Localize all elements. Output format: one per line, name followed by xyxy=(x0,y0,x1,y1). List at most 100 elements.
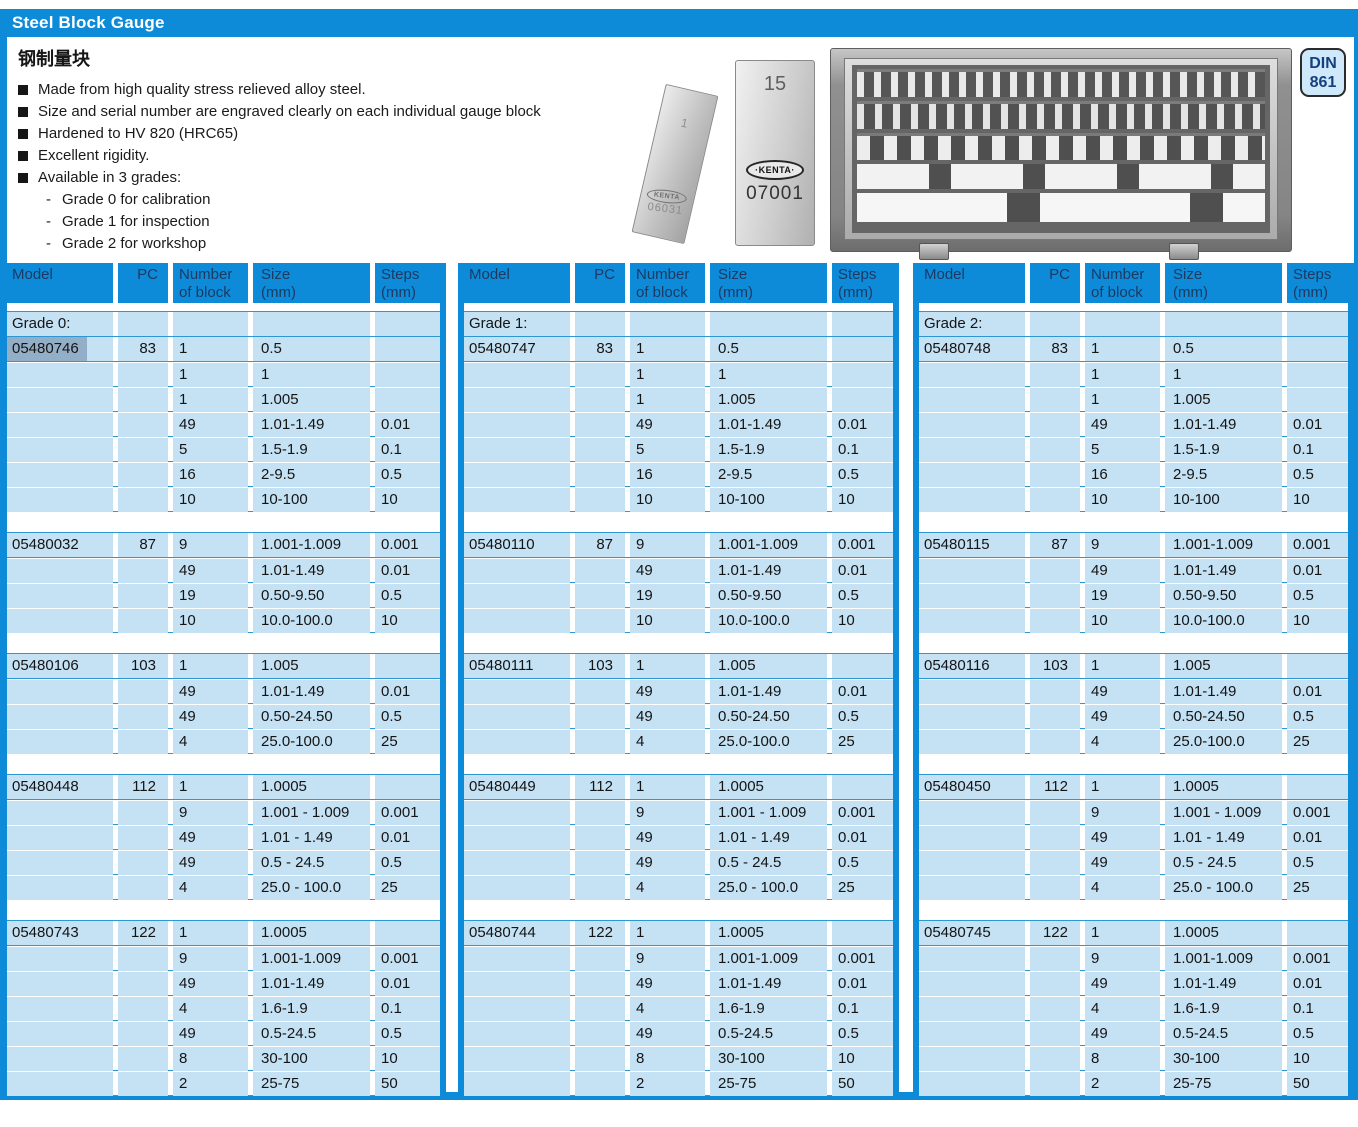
feature-text: Made from high quality stress relieved a… xyxy=(38,81,366,98)
page-content: 钢制量块 Made from high quality stress relie… xyxy=(0,37,1358,1100)
steps-cell: 0.5 xyxy=(832,705,893,729)
case-frame xyxy=(844,58,1278,240)
selected-model[interactable]: 05480746 xyxy=(7,337,87,361)
steps-cell: 0.5 xyxy=(375,851,440,875)
steps-cell xyxy=(1287,337,1348,361)
table-header-row: Model PC Number of block Size (mm) Steps (m… xyxy=(919,263,1348,303)
table-row: 49 1.01 - 1.49 0.01 xyxy=(464,824,893,850)
size-cell: 1.01-1.49 xyxy=(1165,680,1282,704)
number-of-block-cell: 8 xyxy=(630,1047,705,1071)
table-row: 05480110 87 9 1.001-1.009 0.001 xyxy=(464,533,893,557)
model-cell: 05480450 xyxy=(919,775,1025,799)
pc-cell xyxy=(575,1022,625,1046)
model-cell xyxy=(919,680,1025,704)
size-cell: 0.50-24.50 xyxy=(710,705,827,729)
pc-cell xyxy=(1030,826,1080,850)
pc-cell: 122 xyxy=(118,921,168,945)
steps-cell: 25 xyxy=(832,876,893,900)
din-badge-line2: 861 xyxy=(1309,74,1337,91)
steps-cell xyxy=(375,363,440,387)
size-cell: 1.5-1.9 xyxy=(710,438,827,462)
number-of-block-cell: 9 xyxy=(1085,801,1160,825)
table-row: 16 2-9.5 0.5 xyxy=(464,461,893,487)
pc-cell xyxy=(575,363,625,387)
size-cell: 1 xyxy=(1165,363,1282,387)
size-cell: 1.6-1.9 xyxy=(710,997,827,1021)
steps-cell: 0.5 xyxy=(1287,851,1348,875)
model-cell xyxy=(464,559,570,583)
pc-cell xyxy=(575,609,625,633)
table-row: 49 0.5 - 24.5 0.5 xyxy=(464,849,893,875)
pc-cell xyxy=(1030,851,1080,875)
size-cell: 1.01-1.49 xyxy=(1165,559,1282,583)
steps-cell: 0.001 xyxy=(832,801,893,825)
number-of-block-cell: 4 xyxy=(1085,730,1160,754)
table-row: 9 1.001 - 1.009 0.001 xyxy=(919,799,1348,825)
model-group: 05480743 122 1 1.0005 9 1.001-1.009 0.001 49 1.0… xyxy=(7,920,440,1096)
pc-cell: 122 xyxy=(1030,921,1080,945)
number-of-block-cell: 4 xyxy=(173,876,248,900)
size-cell: 1.01-1.49 xyxy=(1165,413,1282,437)
size-cell: 1.005 xyxy=(710,388,827,412)
model-cell xyxy=(919,876,1025,900)
steps-cell xyxy=(375,654,440,678)
number-of-block-cell: 1 xyxy=(1085,388,1160,412)
size-cell: 25.0 - 100.0 xyxy=(1165,876,1282,900)
steps-cell xyxy=(832,775,893,799)
pc-cell: 112 xyxy=(1030,775,1080,799)
pc-cell xyxy=(1030,876,1080,900)
case-bed xyxy=(852,65,1270,233)
grade-2-table-body: 05480748 83 1 0.5 1 1 1 1.005 49 1.01-1.49 0.01 5 1.… xyxy=(919,336,1348,1096)
pc-cell xyxy=(1030,1022,1080,1046)
feature-text: Hardened to HV 820 (HRC65) xyxy=(38,125,239,142)
size-cell: 1 xyxy=(710,363,827,387)
gauge-block-large-image: 15 ·KENTA· 07001 xyxy=(735,60,815,246)
model-cell xyxy=(464,972,570,996)
table-row: 49 1.01 - 1.49 0.01 xyxy=(7,824,440,850)
model-group: 05480116 103 1 1.005 49 1.01-1.49 0.01 49 0.50-2… xyxy=(919,653,1348,754)
steps-cell: 0.01 xyxy=(832,413,893,437)
size-cell: 1.001-1.009 xyxy=(1165,947,1282,971)
model-cell: 05480110 xyxy=(464,533,570,557)
grade-label: Grade 2: xyxy=(919,312,1025,336)
model-cell xyxy=(7,438,113,462)
model-cell xyxy=(7,1022,113,1046)
model-cell xyxy=(464,363,570,387)
number-of-block-cell: 8 xyxy=(173,1047,248,1071)
size-cell: 1.0005 xyxy=(1165,921,1282,945)
model-cell xyxy=(919,947,1025,971)
number-of-block-cell: 1 xyxy=(1085,654,1160,678)
table-row: 10 10.0-100.0 10 xyxy=(919,607,1348,633)
number-of-block-cell: 1 xyxy=(630,775,705,799)
table-row: 05480748 83 1 0.5 xyxy=(919,337,1348,361)
pc-cell xyxy=(575,801,625,825)
size-cell: 1.01-1.49 xyxy=(253,559,370,583)
steps-cell: 0.01 xyxy=(1287,680,1348,704)
steps-cell xyxy=(832,363,893,387)
size-cell: 1.001 - 1.009 xyxy=(253,801,370,825)
model-cell xyxy=(464,1047,570,1071)
size-cell: 1.5-1.9 xyxy=(253,438,370,462)
size-cell: 0.5-24.5 xyxy=(253,1022,370,1046)
number-of-block-cell: 9 xyxy=(173,533,248,557)
table-row: 10 10-100 10 xyxy=(7,486,440,512)
table-row: 05480450 112 1 1.0005 xyxy=(919,775,1348,799)
grade-1-table: Model PC Number of block Size (mm) Steps (m… xyxy=(458,263,899,1096)
model-cell xyxy=(7,1072,113,1096)
steps-cell: 0.5 xyxy=(375,463,440,487)
steps-cell: 0.01 xyxy=(375,972,440,996)
number-of-block-cell: 49 xyxy=(1085,851,1160,875)
dash-marker: - xyxy=(46,235,51,252)
size-cell: 1 xyxy=(253,363,370,387)
table-row: 49 1.01-1.49 0.01 xyxy=(7,678,440,704)
size-cell: 1.005 xyxy=(1165,388,1282,412)
kenta-logo: ·KENTA· xyxy=(746,160,804,180)
size-cell: 1.01-1.49 xyxy=(253,680,370,704)
number-of-block-cell: 49 xyxy=(630,705,705,729)
table-row: 9 1.001 - 1.009 0.001 xyxy=(7,799,440,825)
model-cell xyxy=(7,947,113,971)
table-row: 49 1.01-1.49 0.01 xyxy=(919,970,1348,996)
model-cell xyxy=(7,801,113,825)
pc-cell: 83 xyxy=(575,337,625,361)
